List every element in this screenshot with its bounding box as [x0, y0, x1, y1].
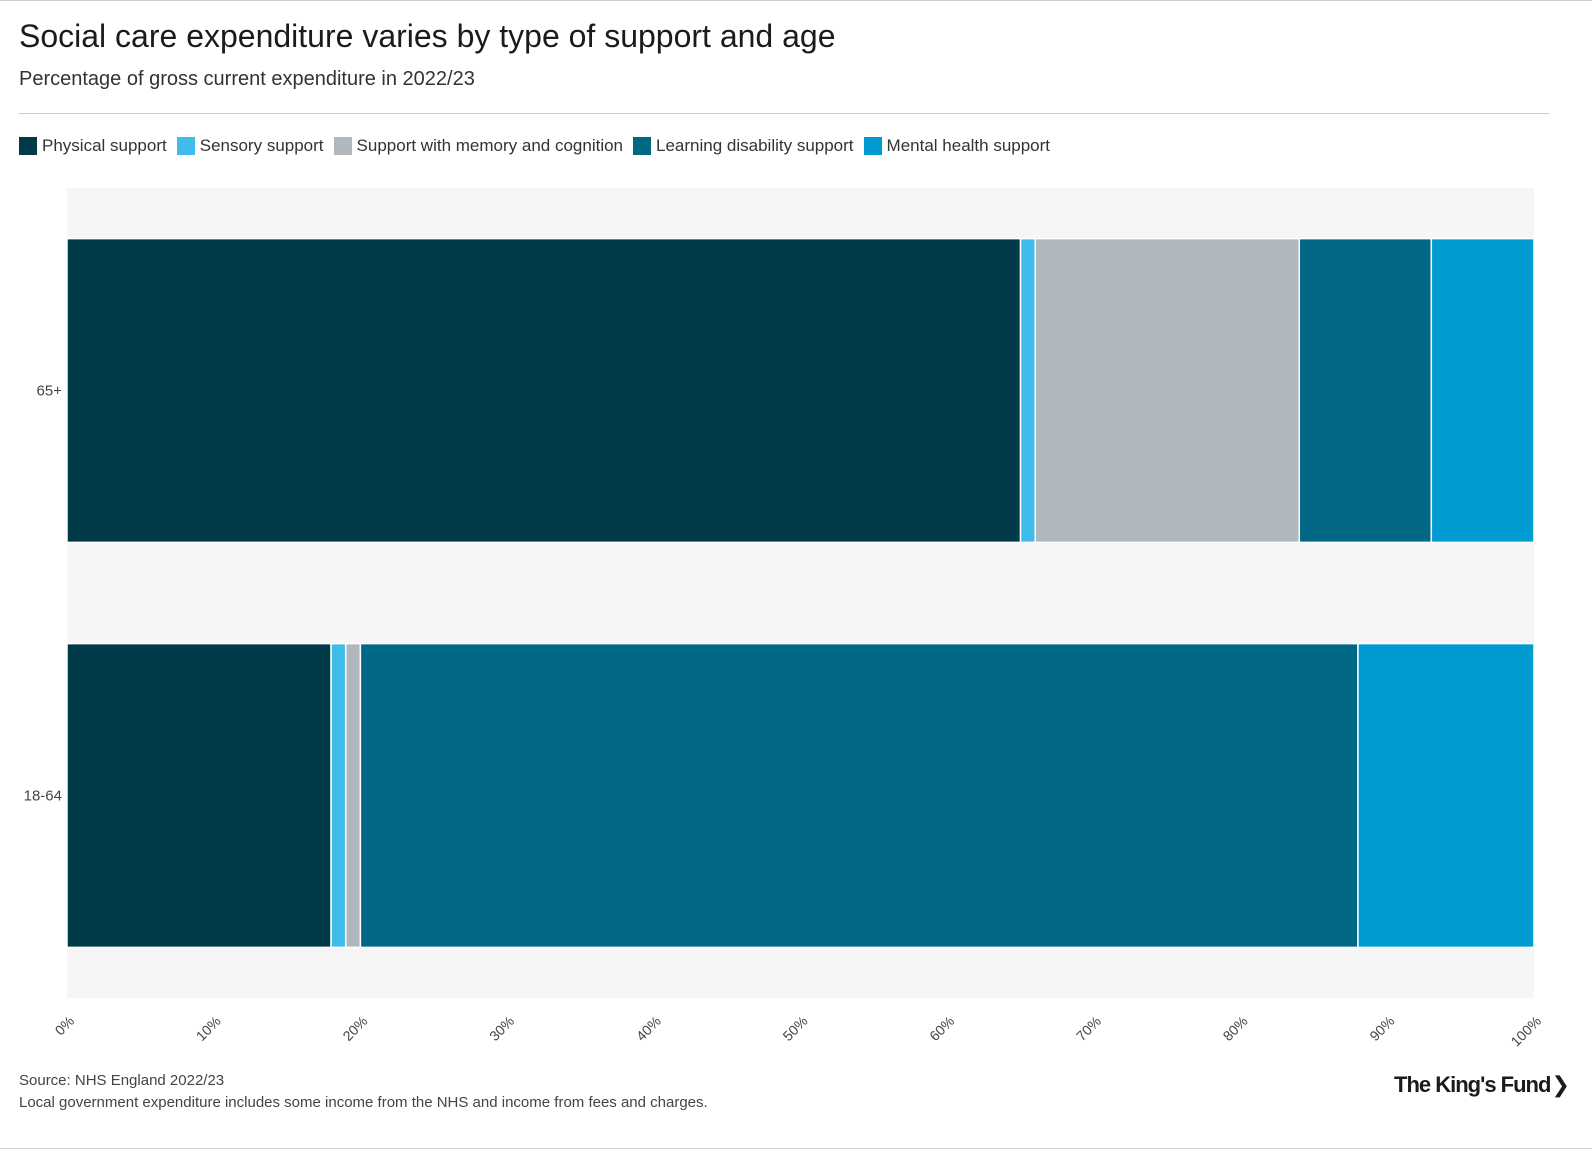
x-tick-label: 100%: [1507, 1013, 1544, 1050]
bar-segment: [359, 642, 1359, 949]
x-tick-label: 90%: [1366, 1013, 1397, 1044]
bar-segment: [1019, 237, 1036, 544]
legend-item: Mental health support: [863, 136, 1051, 156]
x-tick-label: 80%: [1220, 1013, 1251, 1044]
header-divider: [19, 113, 1549, 114]
legend-swatch: [176, 137, 195, 155]
legend-item: Physical support: [19, 136, 167, 156]
bar-segment: [1298, 237, 1433, 544]
bar-segment: [66, 237, 1022, 544]
x-tick-label: 30%: [486, 1013, 517, 1044]
legend-label: Sensory support: [199, 136, 324, 155]
x-tick-label: 10%: [193, 1013, 224, 1044]
x-tick-label: 40%: [633, 1013, 664, 1044]
footnote: Local government expenditure includes so…: [19, 1094, 708, 1111]
legend-item: Learning disability support: [633, 136, 854, 156]
top-rule: [0, 0, 1592, 1]
source-note: Source: NHS England 2022/23: [19, 1072, 225, 1089]
legend: Physical support Sensory support Support w…: [19, 136, 1060, 156]
legend-swatch: [633, 137, 652, 155]
legend-label: Support with memory and cognition: [356, 136, 624, 155]
category-label: 65+: [37, 383, 63, 400]
kings-fund-logo: The King's Fund❯: [1394, 1072, 1570, 1098]
x-tick-label: 0%: [51, 1013, 77, 1039]
legend-label: Learning disability support: [656, 136, 854, 155]
legend-swatch: [333, 137, 352, 155]
chart-title: Social care expenditure varies by type o…: [19, 18, 836, 54]
bar-segment: [66, 642, 332, 949]
legend-swatch: [863, 137, 882, 155]
legend-item: Support with memory and cognition: [333, 136, 624, 156]
bar-segment: [1357, 642, 1535, 949]
x-tick-label: 60%: [926, 1013, 957, 1044]
bar-segment: [344, 642, 362, 949]
bar-segment: [330, 642, 347, 949]
legend-label: Mental health support: [886, 136, 1051, 155]
x-tick-label: 70%: [1073, 1013, 1104, 1044]
stacked-bar-chart: 65+ 18-64 0% 10% 20% 30% 40% 50% 60% 70% 80% 90% 100…: [24, 188, 1544, 1050]
chart-subtitle: Percentage of gross current expenditure …: [19, 68, 475, 90]
x-tick-label: 20%: [339, 1013, 370, 1044]
bar-segment: [1430, 237, 1535, 544]
legend-item: Sensory support: [176, 136, 324, 156]
legend-swatch: [19, 137, 37, 155]
logo-text: The King's Fund: [1394, 1072, 1551, 1097]
bottom-rule: [0, 1148, 1592, 1149]
chevron-right-icon: ❯: [1551, 1072, 1569, 1097]
legend-label: Physical support: [42, 136, 167, 155]
bar-segment: [1034, 237, 1301, 544]
category-label: 18-64: [24, 788, 62, 805]
x-tick-label: 50%: [779, 1013, 810, 1044]
